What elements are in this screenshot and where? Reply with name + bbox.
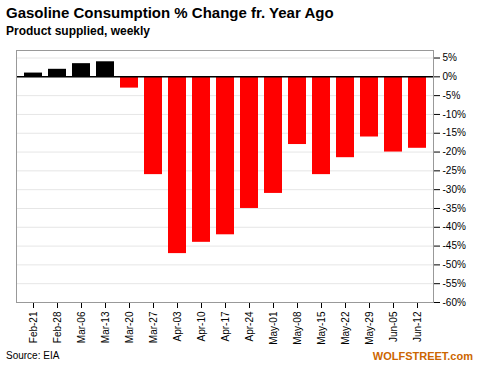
html-text:WOLFSTREET.com: WOLFSTREET.com — [372, 350, 473, 362]
svg-text:-60%: -60% — [443, 297, 466, 308]
svg-text:5%: 5% — [443, 52, 458, 63]
svg-text:0%: 0% — [443, 71, 458, 82]
svg-text:-35%: -35% — [443, 203, 466, 214]
svg-text:-30%: -30% — [443, 184, 466, 195]
svg-text:Feb-28: Feb-28 — [52, 311, 63, 343]
svg-text:May-15: May-15 — [316, 311, 327, 345]
svg-text:Jun-05: Jun-05 — [388, 311, 399, 342]
svg-text:Mar-13: Mar-13 — [100, 311, 111, 343]
svg-text:-20%: -20% — [443, 146, 466, 157]
svg-text:Apr-10: Apr-10 — [196, 311, 207, 341]
svg-text:-50%: -50% — [443, 259, 466, 270]
svg-text:-15%: -15% — [443, 127, 466, 138]
svg-text:May-08: May-08 — [292, 311, 303, 345]
svg-text:Feb-21: Feb-21 — [28, 311, 39, 343]
svg-text:May-01: May-01 — [268, 311, 279, 345]
html-text:Source: EIA: Source: EIA — [6, 350, 60, 361]
svg-text:-40%: -40% — [443, 221, 466, 232]
svg-text:-45%: -45% — [443, 240, 466, 251]
svg-text:Mar-06: Mar-06 — [76, 311, 87, 343]
svg-text:Jun-12: Jun-12 — [412, 311, 423, 342]
svg-text:Apr-03: Apr-03 — [172, 311, 183, 341]
svg-text:-25%: -25% — [443, 165, 466, 176]
svg-text:-10%: -10% — [443, 109, 466, 120]
svg-text:May-29: May-29 — [364, 311, 375, 345]
svg-text:-5%: -5% — [443, 90, 461, 101]
html-text:Product supplied, weekly: Product supplied, weekly — [6, 24, 150, 38]
svg-text:Apr-17: Apr-17 — [220, 311, 231, 341]
svg-text:May-22: May-22 — [340, 311, 351, 345]
svg-text:Apr-24: Apr-24 — [244, 311, 255, 341]
svg-text:Mar-20: Mar-20 — [124, 311, 135, 343]
svg-text:Mar-27: Mar-27 — [148, 311, 159, 343]
html-text:Gasoline Consumption % Change: Gasoline Consumption % Change fr. Year A… — [6, 4, 334, 21]
svg-text:-55%: -55% — [443, 278, 466, 289]
